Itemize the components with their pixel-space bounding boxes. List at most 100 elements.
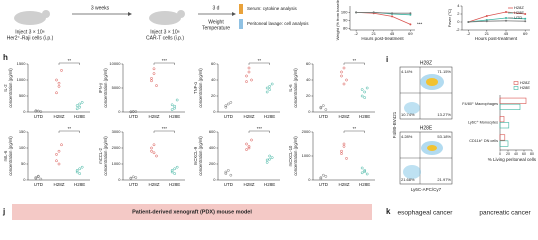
data-point [152,151,156,155]
y-tick-label: 10000 [109,61,121,66]
data-point [39,177,43,181]
x-tick-label: H28Z [338,114,349,119]
data-point [247,66,251,70]
data-point [265,86,269,90]
data-point [78,105,82,109]
legend-label: H28Z [520,80,530,85]
data-point [226,169,230,172]
y-tick-label: 0 [23,177,26,182]
data-point [34,177,38,180]
significance: ** [353,58,357,63]
y-tick-label: 2000 [302,129,312,134]
x-tick-label: 45 [504,31,509,36]
data-point [524,20,527,23]
data-point [363,170,367,173]
x-tick-label: 69 [408,31,413,36]
x-tick-label: -2 [467,31,471,36]
quadrant-label: 21.97% [437,177,451,182]
data-point [360,94,364,98]
significance: ** [68,126,72,131]
y-tick-label: 4 [457,3,460,8]
x-tick-label: 20 [506,152,510,156]
data-point [75,104,79,107]
y-tick-label: 80 [343,25,348,30]
y-tick-label: 5000 [112,85,122,90]
x-tick-label: 40 [514,152,518,156]
y-tick-label: 2000 [112,145,122,150]
x-tick-label: H28E [169,114,180,119]
x-tick-label: 21 [485,31,490,36]
data-point [229,101,233,104]
y-tick-label: 50 [21,161,26,166]
x-tick-label: 21 [371,31,376,36]
data-point [319,177,323,181]
quadrant-label: 71.15% [437,69,451,74]
x-tick-label: UTD [129,182,139,187]
category-label: F4/80⁺ Macrophages [462,102,498,106]
data-point [268,154,272,158]
data-point [324,175,328,178]
data-point [340,74,343,78]
data-point [409,12,412,15]
figure: Inject 3 × 10⁶ Her2⁺-Raji cells (i.p.) 3… [2,0,537,220]
data-point [57,149,61,153]
y-tick-label: 0 [308,109,311,114]
legend-label: H28Z [514,5,524,10]
x-tick-label: H28E [74,182,85,187]
data-point [170,169,174,172]
data-point [485,15,488,17]
x-tick-label: H28E [359,182,370,187]
data-point [224,105,228,109]
data-point [55,78,58,82]
analysis-text: Peritoneal lavage: cell analysis [247,21,309,26]
data-point [250,138,253,142]
data-point [152,72,156,75]
significance-bracket [58,62,80,65]
pdx-banner [12,204,372,220]
data-point [170,108,174,111]
data-point [175,165,179,169]
series-line [356,11,411,14]
y-axis-label: mCXCL-9 [193,146,198,165]
data-point [129,176,133,180]
data-point [134,176,138,179]
data-point [268,85,272,88]
y-tick-label: 100 [341,9,348,14]
data-point [247,146,251,150]
contour [404,102,420,114]
y-axis-label: concentration (pg/ml) [293,136,298,176]
data-point [57,81,61,85]
contour [426,78,438,86]
data-point [270,82,274,86]
data-point [150,77,153,80]
bar [499,134,506,141]
data-point [224,170,228,174]
cancer-label: esophageal cancer [398,210,454,217]
y-axis-label: concentration (pg/ml) [293,68,298,108]
x-tick-label: H28E [169,182,180,187]
data-point [170,170,174,174]
data-point [409,13,412,16]
x-tick-label: 80 [530,152,534,156]
step-text: Her2⁺-Raji cells (i.p.) [7,35,54,41]
data-point [131,110,135,114]
data-point [270,156,274,159]
x-tick-label: H28Z [243,182,254,187]
x-tick-label: 60 [522,152,526,156]
data-point [60,143,63,147]
y-axis-label: concentration (pg/ml) [8,136,13,176]
data-point [55,159,58,163]
y-axis-label: mCCL-2 [98,148,103,164]
data-point [268,157,272,161]
x-tick-label: H28Z [53,114,64,119]
y-tick-label: 200 [209,161,216,166]
y-tick-label: 150 [19,129,26,134]
quadrant-label: 4.28% [401,134,413,139]
data-point [372,11,375,14]
data-point [324,108,328,111]
interval-text: 3 weeks [91,5,110,11]
mouse-icon [42,10,50,18]
data-point [173,167,177,171]
x-tick-label: H28E [264,182,275,187]
data-point [173,104,177,108]
